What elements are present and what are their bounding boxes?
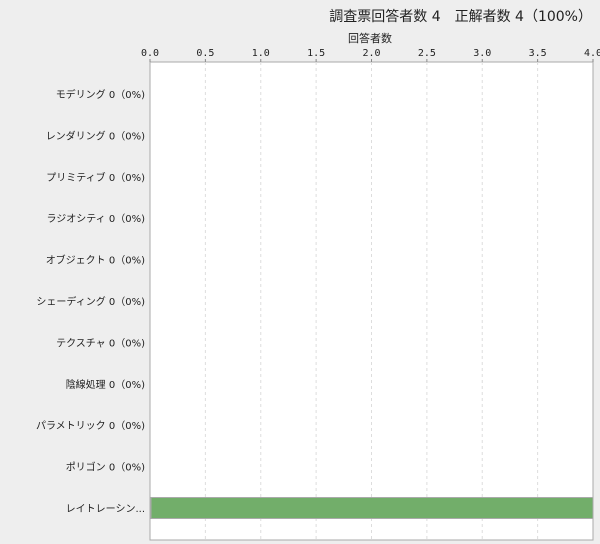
x-tick-label: 4.0: [584, 48, 600, 59]
category-label: ラジオシティ 0（0%): [46, 213, 145, 225]
x-axis-label: 回答者数: [348, 32, 392, 45]
x-tick-label: 0.5: [196, 48, 214, 59]
category-label: ポリゴン 0（0%): [66, 461, 145, 474]
x-tick-label: 1.5: [307, 48, 325, 59]
x-tick-label: 2.5: [418, 48, 436, 59]
x-tick-label: 2.0: [362, 48, 380, 59]
category-label: オブジェクト 0（0%): [46, 254, 145, 267]
category-label: パラメトリック 0（0%): [36, 420, 145, 432]
x-tick-label: 1.0: [252, 48, 270, 59]
chart-title: 調査票回答者数 4 正解者数 4（100%）: [329, 9, 592, 25]
category-label: レンダリング 0（0%): [46, 129, 145, 142]
category-label: シェーディング 0（0%): [36, 295, 145, 308]
x-tick-label: 3.5: [529, 48, 547, 59]
category-label: モデリング 0（0%): [56, 88, 145, 101]
category-label: プリミティブ 0（0%): [46, 171, 145, 184]
category-label: レイトレーシン...: [66, 504, 145, 515]
x-tick-label: 0.0: [141, 48, 159, 59]
bar: [150, 497, 594, 519]
category-label: 陰線処理 0（0%): [66, 378, 145, 391]
x-tick-label: 3.0: [473, 48, 491, 59]
category-label: テクスチャ 0（0%): [56, 337, 145, 349]
plot-area: [149, 61, 594, 541]
